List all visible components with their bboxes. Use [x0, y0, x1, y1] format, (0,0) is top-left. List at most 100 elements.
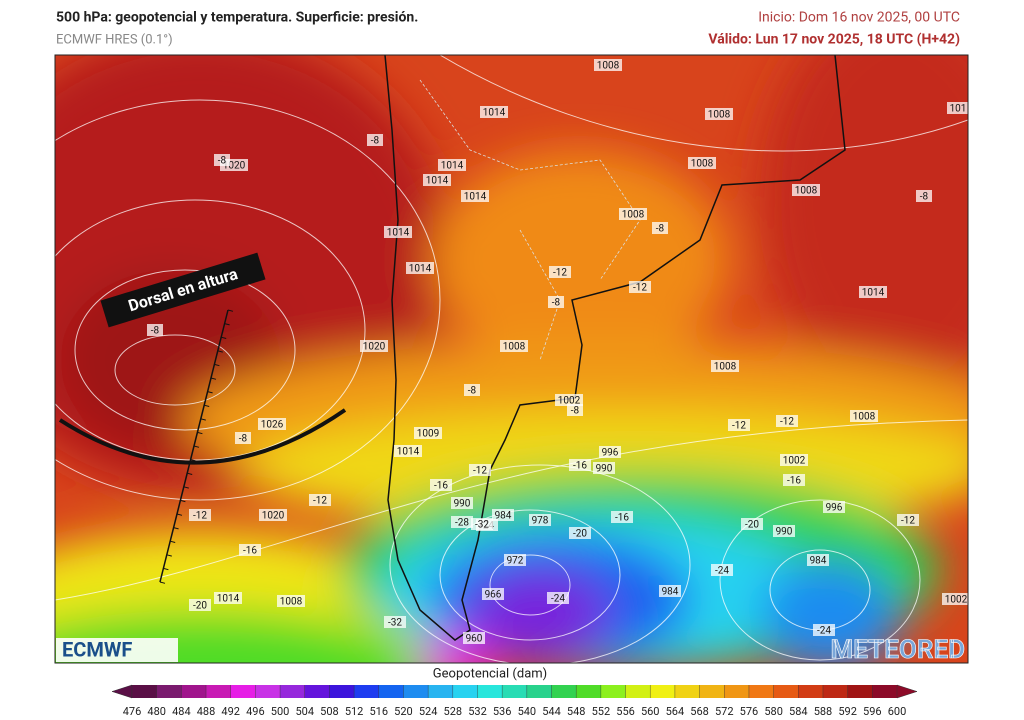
colorbar-tick-label: 572 [715, 705, 734, 718]
contour-label: 1020 [262, 511, 285, 522]
contour-label: -12 [633, 283, 647, 294]
label-box [451, 497, 473, 509]
contour-label: -32 [475, 520, 489, 531]
colorbar-tick-label: 488 [197, 705, 216, 718]
contour-label: -12 [901, 516, 915, 527]
colorbar-label: Geopotencial (dam) [433, 666, 547, 681]
colorbar-tick-label: 492 [221, 705, 240, 718]
contour-label: -28 [455, 518, 469, 529]
contour-label: -16 [615, 513, 629, 524]
colorbar-swatch [576, 685, 602, 698]
colorbar-tick-label: 536 [493, 705, 512, 718]
contour-label: -8 [218, 156, 227, 167]
label-box [807, 554, 829, 566]
colorbar-swatch [329, 685, 355, 698]
colorbar-swatch [206, 685, 232, 698]
contour-label: -8 [656, 224, 665, 235]
label-box [147, 324, 163, 336]
colorbar-tick-label: 496 [246, 705, 265, 718]
model: ECMWF HRES (0.1°) [56, 32, 173, 47]
label-box [792, 184, 820, 196]
colorbar-swatch [798, 685, 824, 698]
contour-label: -32 [388, 618, 402, 629]
colorbar-swatch [773, 685, 799, 698]
label-box [464, 384, 480, 396]
contour-label: 972 [507, 556, 524, 567]
contour-label: 984 [810, 556, 827, 567]
contour-label: -12 [473, 466, 487, 477]
colorbar-tick-label: 476 [123, 705, 142, 718]
axis-tick [197, 431, 203, 435]
axis-tick [224, 323, 230, 326]
label-box [850, 410, 878, 422]
colorbar-tick-label: 568 [690, 705, 709, 718]
contour-label: -20 [573, 529, 587, 540]
colorbar-tick-label: 504 [295, 705, 314, 718]
label-box [916, 190, 932, 202]
contour-label: 1014 [217, 594, 240, 605]
label-box [384, 616, 406, 628]
label-box [414, 427, 442, 439]
map-frame [54, 54, 969, 664]
label-box [947, 102, 968, 114]
contour-label: -8 [371, 136, 380, 147]
colorbar-swatch [847, 685, 873, 698]
axis-tick [166, 554, 172, 557]
axis-tick [193, 445, 200, 448]
annotation-box [100, 252, 266, 328]
label-box [360, 340, 388, 352]
contour-label: 1008 [714, 362, 737, 373]
contour-label: -8 [468, 386, 477, 397]
init-time: Inicio: Dom 16 nov 2025, 00 UTC [758, 10, 960, 26]
contour-label: 1008 [503, 342, 526, 353]
contour-label: -16 [787, 476, 801, 487]
isobar [439, 509, 621, 641]
contour-label: 1026 [261, 420, 284, 431]
colorbar-swatch [600, 685, 627, 698]
label-box [258, 418, 286, 430]
contour-label: -8 [571, 406, 580, 417]
contour-label: 1014 [862, 288, 885, 299]
label-box [500, 340, 528, 352]
axis-tick [217, 350, 223, 353]
logo-box [56, 638, 178, 662]
colorbar-swatch [551, 685, 577, 698]
label-box [482, 588, 504, 600]
label-box [859, 286, 887, 298]
contour-label: -24 [715, 566, 729, 577]
colorbar-tick-label: 584 [789, 705, 808, 718]
contour-label: 990 [596, 464, 613, 475]
colorbar-tick-label: 500 [271, 705, 290, 718]
axis-tick [159, 581, 166, 584]
field [760, 55, 968, 400]
colorbar-tick-label: 508 [320, 705, 339, 718]
label-box [471, 518, 493, 530]
isobar [55, 99, 441, 501]
contour-label: 966 [485, 590, 502, 601]
label-box [384, 226, 412, 238]
colorbar-swatch [428, 685, 454, 698]
label-box [780, 454, 808, 466]
label-box [659, 585, 681, 597]
colorbar: 476 480 484 488 492 496 500 504 508 512 516 520 524 5… [111, 684, 918, 718]
colorbar-swatch [378, 685, 404, 698]
label-box [705, 108, 733, 120]
colorbar-over [896, 684, 918, 699]
axis-tick [180, 499, 186, 503]
colorbar-tick-label: 552 [592, 705, 611, 718]
label-box [451, 516, 473, 528]
title: 500 hPa: geopotencial y temperatura. Sup… [56, 10, 418, 26]
isobar [114, 334, 236, 406]
axis-tick [214, 363, 220, 367]
ridge-arc [58, 408, 347, 465]
label-box [711, 360, 739, 372]
isobar [719, 499, 921, 661]
colorbar-swatch [132, 685, 158, 698]
contour-label: 1014 [409, 264, 432, 275]
axis-tick [204, 404, 210, 407]
label-box [548, 296, 564, 308]
colorbar-tick-label: 576 [740, 705, 759, 718]
valid-time: Válido: Lun 17 nov 2025, 18 UTC (H+42) [708, 32, 960, 48]
contour-label: -24 [817, 626, 831, 637]
label-box [406, 262, 434, 274]
